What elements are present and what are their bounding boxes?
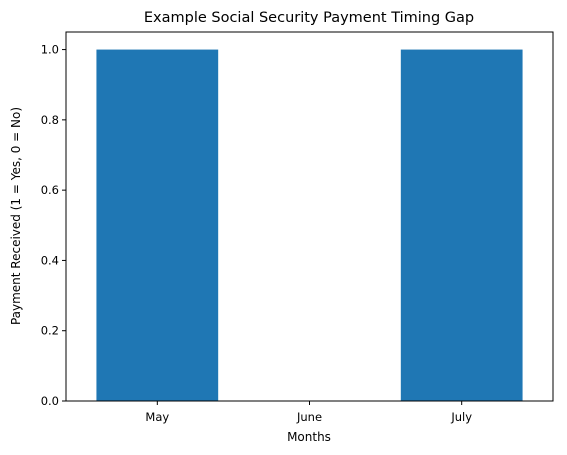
- y-axis-label: Payment Received (1 = Yes, 0 = No): [9, 107, 23, 325]
- chart-title: Example Social Security Payment Timing G…: [144, 10, 474, 26]
- y-tick-label: 0.0: [41, 394, 59, 408]
- y-tick-label: 1.0: [41, 43, 59, 57]
- bars-group: [96, 49, 523, 401]
- x-tick-label-may: May: [145, 410, 169, 424]
- x-tick-label-june: June: [296, 410, 322, 424]
- y-tick-label: 0.6: [41, 183, 59, 197]
- x-axis-label: Months: [287, 430, 331, 444]
- x-axis: May June July: [145, 401, 472, 424]
- bar-may: [96, 49, 219, 401]
- y-axis: 0.0 0.2 0.4 0.6 0.8 1.0: [41, 43, 66, 408]
- y-tick-label: 0.2: [41, 324, 59, 338]
- bar-july: [400, 49, 523, 401]
- y-tick-label: 0.8: [41, 113, 59, 127]
- x-tick-label-july: July: [450, 410, 472, 424]
- y-tick-label: 0.4: [41, 253, 59, 267]
